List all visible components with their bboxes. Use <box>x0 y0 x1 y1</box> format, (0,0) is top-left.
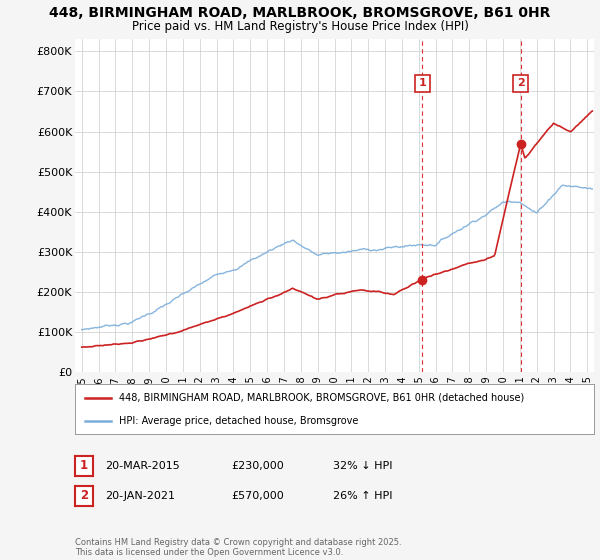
Text: £230,000: £230,000 <box>231 461 284 471</box>
Text: £570,000: £570,000 <box>231 491 284 501</box>
Text: 20-JAN-2021: 20-JAN-2021 <box>105 491 175 501</box>
Text: 1: 1 <box>419 78 427 88</box>
Text: 32% ↓ HPI: 32% ↓ HPI <box>333 461 392 471</box>
Text: 448, BIRMINGHAM ROAD, MARLBROOK, BROMSGROVE, B61 0HR: 448, BIRMINGHAM ROAD, MARLBROOK, BROMSGR… <box>49 6 551 20</box>
Text: 26% ↑ HPI: 26% ↑ HPI <box>333 491 392 501</box>
Text: Contains HM Land Registry data © Crown copyright and database right 2025.
This d: Contains HM Land Registry data © Crown c… <box>75 538 401 557</box>
Text: 1: 1 <box>80 459 88 473</box>
Text: HPI: Average price, detached house, Bromsgrove: HPI: Average price, detached house, Brom… <box>119 417 358 426</box>
Text: 20-MAR-2015: 20-MAR-2015 <box>105 461 180 471</box>
Text: 2: 2 <box>80 489 88 502</box>
Text: 448, BIRMINGHAM ROAD, MARLBROOK, BROMSGROVE, B61 0HR (detached house): 448, BIRMINGHAM ROAD, MARLBROOK, BROMSGR… <box>119 393 524 403</box>
Text: 2: 2 <box>517 78 524 88</box>
Text: Price paid vs. HM Land Registry's House Price Index (HPI): Price paid vs. HM Land Registry's House … <box>131 20 469 32</box>
